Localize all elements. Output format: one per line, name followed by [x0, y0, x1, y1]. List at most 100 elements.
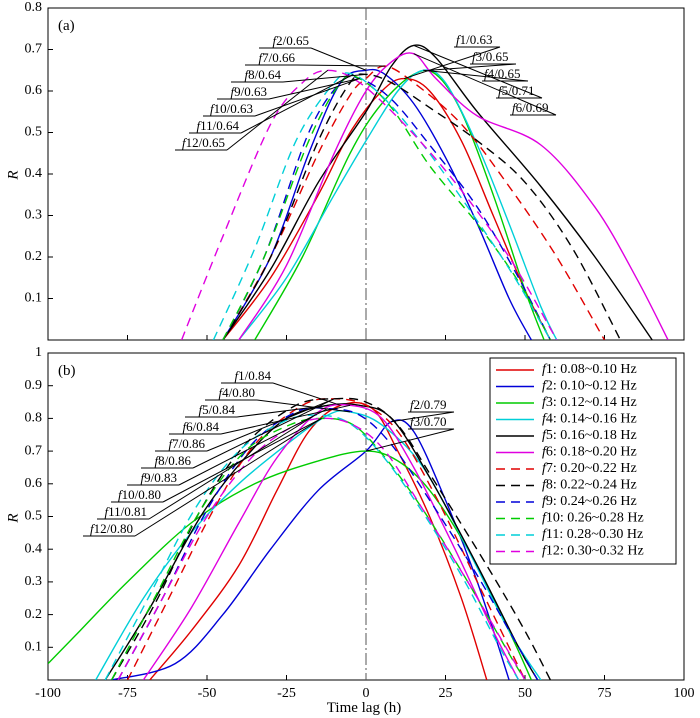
series-line-f12: [180, 69, 558, 340]
annotation-leader: [296, 64, 386, 67]
annotation-leader: [256, 399, 351, 413]
legend-label-f2: f2: 0.10~0.12 Hz: [542, 379, 637, 394]
series-line-f3: [254, 69, 545, 340]
annotation-leader: [391, 411, 455, 423]
peak-annotation: f7/0.86: [169, 436, 206, 451]
peak-annotation: f5/0.84: [199, 402, 236, 417]
y-tick-label: 0.2: [25, 607, 43, 622]
peak-annotation: f8/0.86: [155, 453, 192, 468]
panel-label: (b): [58, 363, 76, 379]
annotation-leader: [404, 46, 501, 80]
peak-annotation: f9/0.63: [231, 84, 268, 99]
x-tick-label: 25: [439, 686, 453, 701]
series-line-f7: [126, 398, 526, 680]
peak-annotation: f1/0.84: [235, 368, 272, 383]
y-tick-label: 0.7: [25, 42, 43, 57]
legend-label-f6: f6: 0.18~0.20 Hz: [542, 445, 637, 460]
peak-annotation: f4/0.80: [219, 385, 256, 400]
annotation-leader: [220, 404, 351, 435]
peak-annotation: f10/0.63: [210, 101, 253, 116]
annotation-leader: [365, 428, 455, 452]
series-line-f11: [104, 414, 520, 680]
legend-label-f10: f10: 0.26~0.28 Hz: [542, 511, 644, 526]
legend-label-f5: f5: 0.16~0.18 Hz: [542, 428, 637, 443]
y-tick-label: 0.8: [25, 0, 43, 15]
annotation-leader: [413, 44, 543, 99]
series-line-f5: [222, 44, 653, 340]
annotation-leader: [413, 53, 557, 116]
y-tick-label: 0.9: [25, 378, 43, 393]
peak-annotation: f3/0.70: [410, 414, 447, 429]
peak-annotation: f7/0.66: [259, 50, 296, 65]
annotation-leader: [429, 63, 517, 71]
y-tick-label: 0.7: [25, 443, 43, 458]
peak-annotation: f6/0.69: [512, 100, 549, 115]
legend-label-f11: f11: 0.28~0.30 Hz: [542, 527, 643, 542]
annotation-leader: [268, 78, 360, 100]
annotation-leader: [310, 47, 367, 71]
y-axis-label: R: [5, 513, 21, 523]
y-axis-label: R: [5, 170, 21, 180]
y-tick-label: 0.4: [25, 166, 43, 181]
series-line-f2: [222, 68, 533, 340]
y-tick-label: 0.3: [25, 574, 43, 589]
annotation-leader: [178, 408, 329, 486]
annotation-leader: [272, 382, 341, 406]
x-tick-label: -25: [277, 686, 296, 701]
y-tick-label: 0.5: [25, 125, 43, 140]
peak-annotation: f5/0.71: [498, 83, 535, 98]
x-tick-label: -50: [198, 686, 217, 701]
series-line-f3: [48, 450, 533, 680]
x-tick-label: -75: [118, 686, 137, 701]
series-line-f6: [238, 52, 669, 340]
x-tick-label: 75: [598, 686, 612, 701]
annotation-leader: [240, 73, 354, 134]
peak-annotation: f11/0.64: [196, 118, 239, 133]
series-line-f12: [117, 417, 526, 680]
y-tick-label: 1: [35, 345, 42, 360]
peak-annotation: f2/0.65: [273, 33, 310, 48]
x-tick-label: 50: [518, 686, 532, 701]
y-tick-label: 0.8: [25, 411, 43, 426]
series-line-f8: [110, 397, 552, 680]
peak-annotation: f12/0.80: [90, 521, 133, 536]
peak-annotation: f3/0.65: [472, 49, 509, 64]
peak-annotation: f8/0.64: [245, 67, 282, 82]
y-tick-label: 0.2: [25, 249, 43, 264]
peak-annotation: f2/0.79: [410, 397, 447, 412]
peak-annotation: f11/0.81: [104, 504, 147, 519]
legend-label-f7: f7: 0.20~0.22 Hz: [542, 461, 637, 476]
y-tick-label: 0.3: [25, 208, 43, 223]
series-group: [48, 397, 552, 680]
x-tick-label: 100: [674, 686, 695, 701]
series-line-f10: [110, 417, 526, 680]
series-line-f5: [104, 402, 539, 680]
panel-b: 0.1 0.2 0.3 0.4 0.5 0.6 0.7 0.8 0.9 1 -100 -75 -50 -2…: [5, 345, 694, 701]
series-line-f8: [222, 73, 622, 340]
peak-annotation: f1/0.63: [456, 32, 493, 47]
y-tick-label: 0.5: [25, 509, 43, 524]
peak-annotation: f4/0.65: [484, 66, 521, 81]
annotation-leader: [148, 414, 316, 520]
annotation-leader: [423, 69, 529, 82]
panel-a: 0.1 0.2 0.3 0.4 0.5 0.6 0.7 0.8 R (a) f2/0.65 f7/0.…: [5, 0, 685, 341]
annotation-leader: [254, 78, 360, 117]
y-tick-label: 0.1: [25, 291, 43, 306]
legend-label-f9: f9: 0.24~0.26 Hz: [542, 494, 637, 509]
series-line-f4: [95, 410, 542, 680]
series-line-f10: [222, 74, 552, 340]
legend-box: [489, 357, 677, 565]
annotation-leader: [192, 398, 335, 469]
series-line-f11: [212, 72, 552, 340]
peak-annotation: f12/0.65: [182, 135, 225, 150]
y-tick-label: 0.4: [25, 541, 43, 556]
annotation-leader: [226, 69, 329, 151]
series-line-f1: [222, 77, 552, 340]
peak-annotation: f9/0.83: [141, 470, 178, 485]
series-line-f9: [117, 407, 539, 680]
y-tick-label: 0.6: [25, 476, 43, 491]
x-tick-label: -100: [35, 686, 61, 701]
legend-label-f12: f12: 0.30~0.32 Hz: [542, 544, 644, 559]
